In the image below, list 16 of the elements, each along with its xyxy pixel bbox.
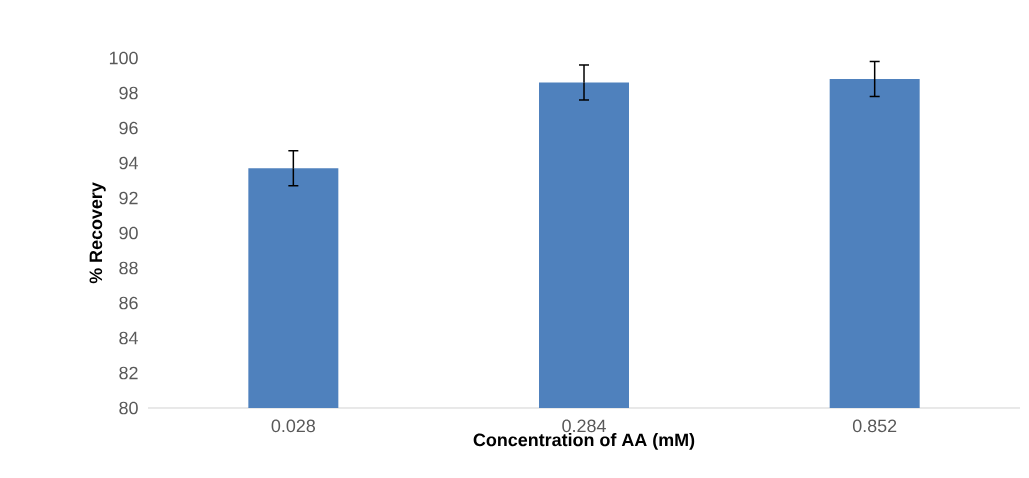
- y-tick-label: 90: [119, 226, 138, 240]
- y-tick-label: 98: [119, 86, 138, 100]
- y-axis-title: % Recovery: [89, 182, 106, 284]
- y-tick-label: 88: [119, 261, 138, 275]
- x-axis-title: Concentration of AA (mM): [473, 433, 695, 450]
- x-tick-label: 0.852: [852, 419, 897, 433]
- y-tick-label: 92: [119, 191, 138, 205]
- y-tick-label: 80: [119, 401, 138, 415]
- x-tick-label: 0.028: [271, 419, 316, 433]
- y-tick-label: 94: [119, 156, 138, 170]
- y-tick-label: 100: [109, 51, 138, 65]
- y-tick-label: 82: [119, 366, 138, 380]
- y-tick-label: 84: [119, 331, 138, 345]
- y-tick-label: 86: [119, 296, 138, 310]
- x-tick-label: 0.284: [562, 419, 606, 433]
- y-tick-label: 96: [119, 121, 138, 135]
